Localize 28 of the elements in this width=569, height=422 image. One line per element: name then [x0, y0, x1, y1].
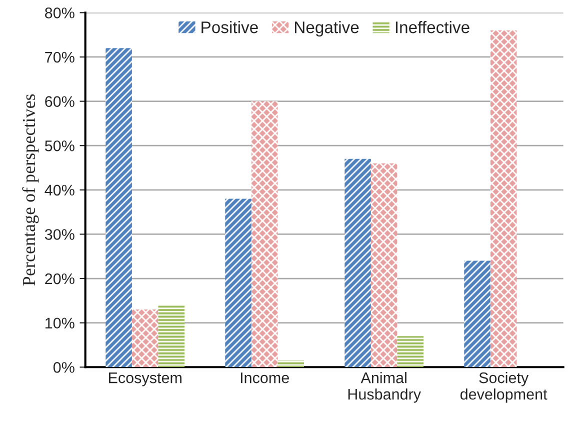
y-tick-label: 70%: [45, 52, 74, 63]
y-tick-label: 20%: [45, 273, 74, 284]
x-tick-label: Income: [240, 372, 289, 384]
bar: [464, 260, 490, 368]
bar: [158, 305, 185, 368]
x-tick-label: Ecosystem: [108, 372, 182, 386]
y-tick-label: 80%: [45, 8, 74, 18]
y-tick-label: 30%: [44, 229, 74, 240]
legend-label: Negative: [294, 20, 359, 37]
y-tick-label: 60%: [45, 96, 74, 107]
x-tick-label: Animal Husbandry: [348, 372, 421, 403]
bar: [370, 163, 398, 368]
x-tick-label: Society development: [460, 372, 548, 403]
bar: [344, 158, 371, 368]
legend-label: Ineffective: [396, 20, 470, 34]
bar: [251, 101, 278, 368]
legend-label: Positive: [202, 20, 258, 34]
y-tick-label: 50%: [44, 140, 74, 152]
bar: [490, 30, 517, 368]
bar: [132, 310, 158, 368]
y-tick-label: 0%: [53, 362, 74, 373]
bar: [278, 360, 304, 368]
y-axis-title: Percentage of perspectives: [22, 94, 39, 286]
y-tick-label: 40%: [44, 184, 74, 196]
bar: [397, 336, 424, 368]
y-tick-label: 10%: [46, 318, 74, 329]
bar: [225, 198, 252, 368]
bar: [106, 48, 132, 368]
